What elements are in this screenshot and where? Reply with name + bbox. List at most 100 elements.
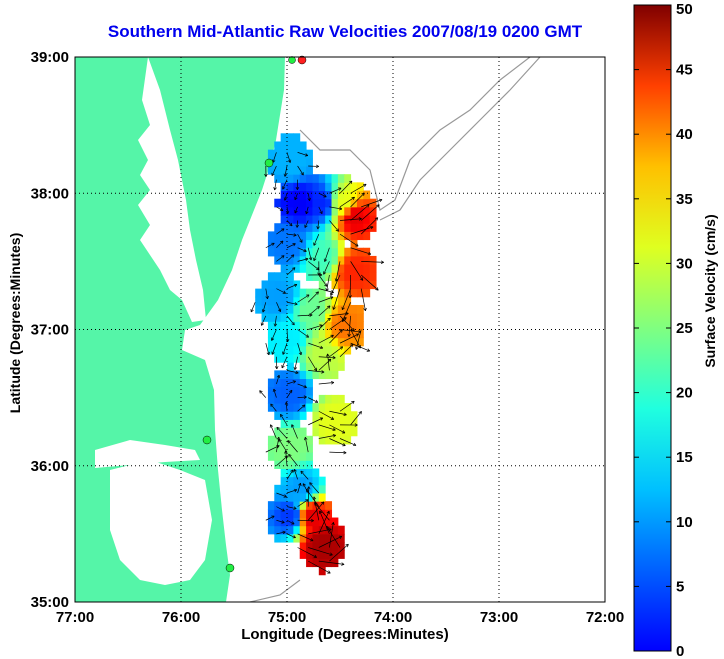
velocity-cell bbox=[356, 231, 364, 241]
velocity-arrow-head bbox=[293, 508, 297, 510]
velocity-arrow-head bbox=[332, 355, 336, 359]
velocity-arrow bbox=[339, 400, 355, 412]
x-tick-labels: 77:00 76:00 75:00 74:00 73:00 72:00 bbox=[56, 609, 624, 626]
velocity-cell bbox=[325, 215, 333, 224]
velocity-arrow-head bbox=[287, 338, 290, 342]
velocity-cell bbox=[299, 247, 307, 257]
velocity-cell bbox=[356, 280, 364, 290]
colorbar-tick-label: 20 bbox=[676, 385, 693, 402]
velocity-cell bbox=[337, 182, 345, 192]
velocity-cell bbox=[299, 452, 307, 461]
velocity-arrow-head bbox=[274, 187, 277, 191]
velocity-arrow-head bbox=[281, 365, 285, 369]
velocity-cell bbox=[356, 198, 364, 208]
velocity-arrow bbox=[278, 439, 288, 453]
velocity-cell bbox=[299, 386, 307, 396]
velocity-cell bbox=[280, 304, 288, 314]
velocity-cell bbox=[325, 329, 333, 339]
velocity-arrow-head bbox=[291, 323, 295, 326]
velocity-cell bbox=[299, 542, 307, 551]
velocity-arrow bbox=[272, 152, 277, 163]
velocity-cell bbox=[293, 166, 301, 175]
velocity-cell bbox=[337, 296, 345, 306]
velocity-arrow-head bbox=[294, 284, 298, 288]
velocity-arrow bbox=[314, 502, 330, 521]
velocity-cell bbox=[287, 443, 294, 453]
velocity-cell bbox=[267, 288, 275, 298]
velocity-arrow-head bbox=[347, 333, 350, 337]
velocity-arrow-head bbox=[298, 352, 302, 356]
velocity-cell bbox=[312, 174, 320, 183]
velocity-arrow bbox=[308, 370, 325, 373]
velocity-cell bbox=[306, 182, 313, 192]
velocity-arrow-head bbox=[285, 210, 289, 214]
velocity-cell bbox=[299, 443, 307, 453]
velocity-arrow bbox=[308, 342, 323, 349]
velocity-cell bbox=[344, 321, 352, 330]
velocity-arrow-head bbox=[344, 317, 347, 321]
velocity-cell bbox=[318, 362, 326, 371]
velocity-arrow bbox=[318, 382, 334, 385]
velocity-arrow bbox=[297, 383, 307, 388]
velocity-arrow-head bbox=[301, 404, 305, 406]
y-tick-label: 35:00 bbox=[31, 594, 69, 611]
velocity-cell bbox=[306, 149, 313, 159]
velocity-arrow bbox=[327, 353, 330, 371]
velocity-cell bbox=[306, 378, 313, 388]
velocity-cell bbox=[299, 550, 307, 559]
velocity-cell bbox=[331, 280, 339, 290]
velocity-cell bbox=[280, 149, 288, 159]
colorbar-tick-label: 35 bbox=[676, 191, 693, 208]
velocity-cell bbox=[274, 509, 282, 519]
velocity-arrow bbox=[297, 294, 310, 303]
velocity-cell bbox=[280, 435, 288, 445]
velocity-arrow bbox=[286, 206, 289, 214]
velocity-arrow bbox=[262, 302, 267, 313]
velocity-arrow-head bbox=[320, 324, 323, 328]
velocity-cell bbox=[280, 533, 288, 543]
velocity-arrow bbox=[276, 288, 286, 294]
velocity-cell bbox=[318, 484, 326, 494]
velocity-arrow-head bbox=[355, 347, 359, 350]
velocity-arrow-head bbox=[284, 174, 288, 177]
velocity-cell bbox=[306, 509, 313, 519]
velocity-arrow-head bbox=[321, 370, 325, 373]
velocity-cell bbox=[356, 288, 364, 298]
velocity-cell bbox=[274, 223, 282, 232]
velocity-arrow-head bbox=[272, 243, 275, 246]
velocity-cell bbox=[350, 231, 358, 241]
velocity-cell bbox=[331, 419, 339, 429]
velocity-arrow-head bbox=[324, 259, 328, 262]
velocity-arrow-head bbox=[264, 173, 267, 177]
velocity-cell bbox=[337, 272, 345, 281]
velocity-cell bbox=[287, 419, 294, 429]
velocity-cell bbox=[331, 198, 339, 208]
velocity-arrow-head bbox=[293, 234, 297, 237]
velocity-arrow-head bbox=[303, 396, 307, 399]
velocity-cell bbox=[299, 370, 307, 380]
velocity-arrow bbox=[360, 288, 366, 311]
velocity-cell bbox=[337, 239, 345, 249]
velocity-arrow-head bbox=[310, 538, 314, 541]
velocity-arrow bbox=[350, 261, 364, 281]
velocity-cell bbox=[287, 435, 294, 445]
velocity-cell bbox=[280, 313, 288, 322]
velocity-cell bbox=[287, 313, 294, 322]
velocity-arrow-head bbox=[300, 470, 304, 473]
velocity-arrow-head bbox=[304, 155, 308, 157]
velocity-cell bbox=[306, 288, 313, 298]
velocity-arrow-head bbox=[329, 317, 331, 322]
station-marker bbox=[297, 55, 307, 65]
velocity-cell bbox=[350, 182, 358, 192]
velocity-cell bbox=[318, 215, 326, 224]
velocity-cell bbox=[299, 231, 307, 241]
velocity-arrow-head bbox=[291, 424, 295, 427]
velocity-cell bbox=[293, 468, 301, 478]
velocity-cell bbox=[331, 517, 339, 527]
velocity-arrow bbox=[323, 261, 330, 275]
velocity-arrow bbox=[297, 329, 309, 338]
velocity-cell bbox=[312, 206, 320, 216]
velocity-arrow bbox=[276, 302, 281, 312]
velocity-arrow-head bbox=[294, 302, 298, 305]
